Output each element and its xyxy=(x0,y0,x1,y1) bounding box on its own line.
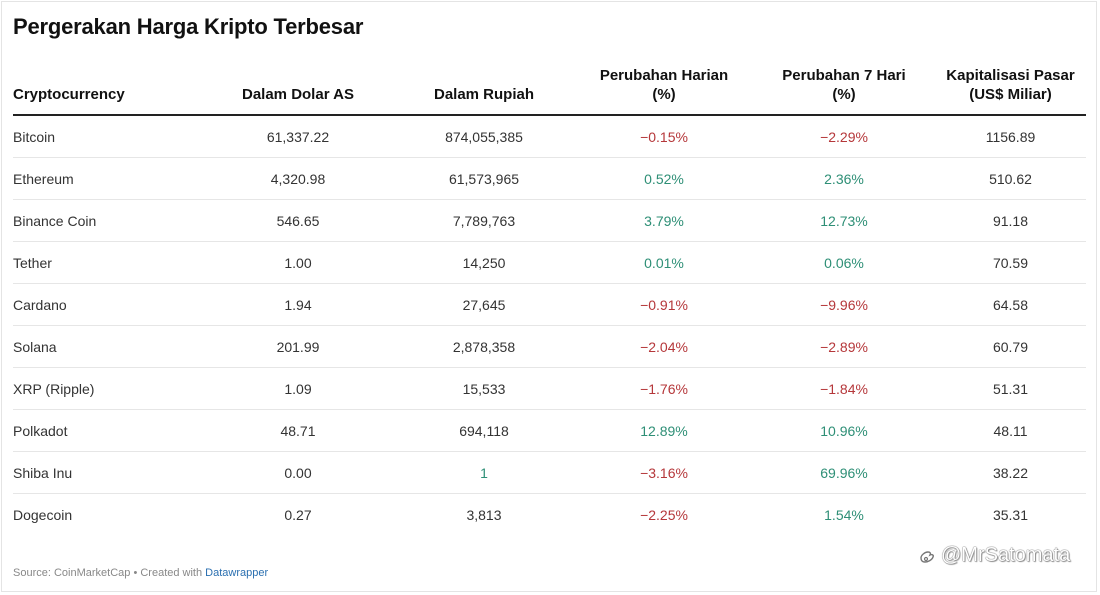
cell-daily-change: 0.01% xyxy=(575,241,753,284)
cell-7day-change: 1.54% xyxy=(824,506,864,523)
cell-name: Bitcoin xyxy=(13,115,203,158)
datawrapper-link[interactable]: Datawrapper xyxy=(205,567,269,579)
cell-idr: 3,813 xyxy=(466,506,502,523)
table-row: Polkadot 48.71 694,118 12.89% 10.96% 48.11 xyxy=(13,409,1086,452)
table-body: Bitcoin 61,337.22 874,055,385 −0.15% −2.29% 1… xyxy=(13,115,1086,535)
cell-7day-change: −1.84% xyxy=(753,367,935,410)
cell-name: Polkadot xyxy=(13,409,203,452)
col-header-market-cap: Kapitalisasi Pasar (US$ Miliar) xyxy=(935,66,1086,116)
cell-market-cap: 64.58 xyxy=(935,283,1086,326)
cell-daily-change: −1.76% xyxy=(575,367,753,410)
cell-idr: 61,573,965 xyxy=(393,157,575,200)
cell-name: XRP (Ripple) xyxy=(13,367,203,410)
cell-daily-change: −2.25% xyxy=(640,506,688,523)
watermark: @MrSatomata xyxy=(917,544,1070,567)
cell-daily-change: −0.15% xyxy=(575,115,753,158)
cell-idr: 14,250 xyxy=(393,241,575,284)
table-row: Tether 1.00 14,250 0.01% 0.06% 70.59 xyxy=(13,241,1086,284)
cell-7day-change: 0.06% xyxy=(753,241,935,284)
cell-market-cap: 70.59 xyxy=(935,241,1086,284)
cell-7day-change: 10.96% xyxy=(753,409,935,452)
cell-usd: 201.99 xyxy=(203,325,393,368)
cell-daily-change: −0.91% xyxy=(575,283,753,326)
crypto-table: Cryptocurrency Dalam Dolar AS Dalam Rupi… xyxy=(13,66,1086,535)
cell-7day-change: 69.96% xyxy=(753,451,935,494)
cell-daily-change: −2.04% xyxy=(575,325,753,368)
cell-usd: 61,337.22 xyxy=(203,115,393,158)
cell-usd: 1.94 xyxy=(203,283,393,326)
cell-market-cap: 48.11 xyxy=(935,409,1086,452)
cell-daily-change: −3.16% xyxy=(575,451,753,494)
table-row: Binance Coin 546.65 7,789,763 3.79% 12.73% 91… xyxy=(13,199,1086,242)
cell-7day-change: 12.73% xyxy=(753,199,935,242)
cell-name: Binance Coin xyxy=(13,199,203,242)
cell-idr: 694,118 xyxy=(393,409,575,452)
cell-idr: 27,645 xyxy=(393,283,575,326)
cell-name: Dogecoin xyxy=(13,506,73,523)
cell-name: Tether xyxy=(13,241,203,284)
cell-market-cap: 51.31 xyxy=(935,367,1086,410)
col-header-7day-change: Perubahan 7 Hari (%) xyxy=(753,66,935,116)
cell-name: Shiba Inu xyxy=(13,451,203,494)
cell-market-cap: 91.18 xyxy=(935,199,1086,242)
table-row: Ethereum 4,320.98 61,573,965 0.52% 2.36% 510.… xyxy=(13,157,1086,200)
cell-market-cap: 60.79 xyxy=(935,325,1086,368)
cell-usd: 0.27 xyxy=(284,506,312,523)
cell-usd: 1.00 xyxy=(203,241,393,284)
chart-title: Pergerakan Harga Kripto Terbesar xyxy=(13,14,364,39)
cell-name: Ethereum xyxy=(13,157,203,200)
table-row: Shiba Inu 0.00 1 −3.16% 69.96% 38.22 xyxy=(13,451,1086,494)
cell-daily-change: 12.89% xyxy=(575,409,753,452)
table-row: Dogecoin 0.27 3,813 −2.25% 1.54% 35.31 xyxy=(13,494,1086,536)
cell-usd: 1.09 xyxy=(203,367,393,410)
cell-7day-change: −9.96% xyxy=(753,283,935,326)
cell-market-cap: 1156.89 xyxy=(935,115,1086,158)
cell-market-cap: 35.31 xyxy=(992,506,1029,523)
cell-idr: 874,055,385 xyxy=(393,115,575,158)
cell-idr: 1 xyxy=(393,451,575,494)
cell-7day-change: 2.36% xyxy=(753,157,935,200)
cell-usd: 0.00 xyxy=(203,451,393,494)
cell-daily-change: 0.52% xyxy=(575,157,753,200)
watermark-text: @MrSatomata xyxy=(941,544,1071,566)
table-row: XRP (Ripple) 1.09 15,533 −1.76% −1.84% 51.31 xyxy=(13,367,1086,410)
cell-idr: 7,789,763 xyxy=(393,199,575,242)
cell-daily-change: 3.79% xyxy=(575,199,753,242)
cell-market-cap: 38.22 xyxy=(935,451,1086,494)
cell-idr: 15,533 xyxy=(393,367,575,410)
cell-name: Cardano xyxy=(13,283,203,326)
col-header-usd: Dalam Dolar AS xyxy=(203,66,393,116)
cell-market-cap: 510.62 xyxy=(935,157,1086,200)
cell-usd: 48.71 xyxy=(203,409,393,452)
footer-source: Source: CoinMarketCap • Created with Dat… xyxy=(13,567,268,579)
col-header-cryptocurrency: Cryptocurrency xyxy=(13,66,203,116)
cell-idr: 2,878,358 xyxy=(393,325,575,368)
col-header-daily-change: Perubahan Harian (%) xyxy=(575,66,753,116)
cell-7day-change: −2.89% xyxy=(753,325,935,368)
table-row: Solana 201.99 2,878,358 −2.04% −2.89% 60.79 xyxy=(13,325,1086,368)
weibo-icon xyxy=(920,550,934,563)
footer-source-text: Source: CoinMarketCap • Created with xyxy=(13,567,206,579)
cell-usd: 4,320.98 xyxy=(203,157,393,200)
cell-7day-change: −2.29% xyxy=(753,115,935,158)
header-row: Cryptocurrency Dalam Dolar AS Dalam Rupi… xyxy=(13,66,1086,116)
cell-name: Solana xyxy=(13,325,203,368)
table-row: Cardano 1.94 27,645 −0.91% −9.96% 64.58 xyxy=(13,283,1086,326)
col-header-idr: Dalam Rupiah xyxy=(393,66,575,116)
cell-usd: 546.65 xyxy=(203,199,393,242)
table-row: Bitcoin 61,337.22 874,055,385 −0.15% −2.29% 1… xyxy=(13,115,1086,158)
